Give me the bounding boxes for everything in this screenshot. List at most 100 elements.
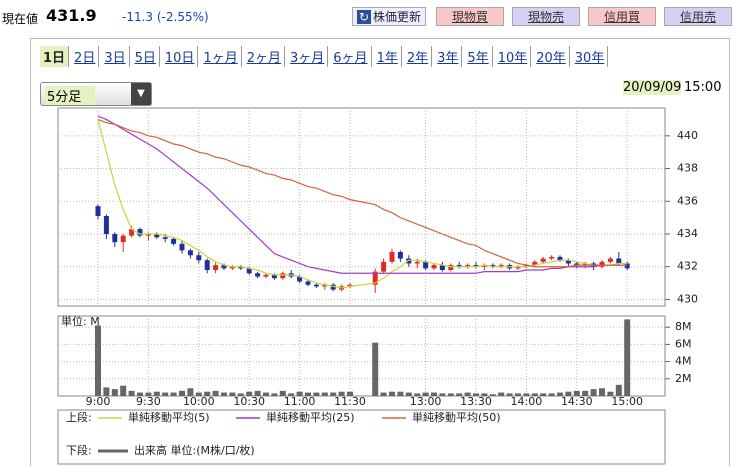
period-tab[interactable]: 5年 (464, 46, 493, 67)
price-change: -11.3 (-2.55%) (122, 10, 209, 24)
volume-bar (380, 392, 387, 396)
volume-bar (431, 392, 437, 396)
volume-bar (481, 393, 488, 396)
period-tab[interactable]: 1ヶ月 (200, 46, 242, 67)
candle-body (297, 276, 303, 282)
candle-body (255, 273, 261, 277)
volume-bar (464, 392, 471, 396)
legend-label: 単純移動平均(5) (128, 410, 210, 424)
volume-bar (347, 391, 353, 396)
x-tick-label: 9:00 (86, 395, 111, 408)
candle-body (112, 234, 118, 243)
candle-body (381, 261, 387, 272)
unit-label: 単位: M (61, 314, 100, 328)
volume-bar (338, 391, 345, 396)
y-tick-label: 434 (677, 227, 698, 240)
period-tab[interactable]: 2ヶ月 (244, 46, 285, 67)
period-tab[interactable]: 2年 (404, 46, 433, 67)
period-tab[interactable]: 30年 (572, 46, 609, 67)
candle-body (213, 265, 219, 270)
legend-label: 出来高 単位:(M株/口/枚) (134, 443, 255, 457)
candle-body (389, 252, 395, 262)
candle-body (305, 281, 311, 285)
x-tick-label: 9:30 (136, 395, 161, 408)
candle-body (103, 216, 109, 234)
candle-body (439, 265, 445, 270)
candle-body (229, 266, 235, 269)
candle-body (95, 206, 101, 216)
x-tick-label: 13:00 (410, 395, 442, 408)
x-tick-label: 14:00 (511, 395, 543, 408)
period-tab[interactable]: 5日 (132, 46, 160, 67)
period-tab[interactable]: 2日 (71, 46, 100, 67)
trade-button[interactable]: 信用売 (664, 7, 732, 26)
volume-bar (582, 390, 589, 396)
candle-body (624, 263, 630, 269)
period-tab[interactable]: 10年 (495, 46, 532, 67)
legend-heading: 上段: (66, 410, 92, 424)
trade-button[interactable]: 現物買 (436, 7, 504, 26)
volume-bar (515, 393, 521, 396)
candle-body (616, 258, 622, 264)
moving-average-line (97, 118, 628, 268)
volume-bar (263, 392, 269, 396)
volume-bar (128, 390, 135, 396)
candle-body (406, 258, 412, 264)
candle-body (414, 261, 420, 264)
volume-bar (212, 390, 219, 396)
volume-bar (204, 391, 211, 396)
candle-body (330, 284, 336, 290)
volume-bar (498, 392, 505, 396)
period-tab[interactable]: 3日 (101, 46, 130, 67)
x-tick-label: 11:00 (284, 395, 316, 408)
volume-bar (599, 388, 605, 396)
interval-select[interactable]: 5分足 ▼ (40, 82, 152, 106)
date: 20/09/09 (623, 80, 682, 95)
time: 15:00 (684, 80, 722, 95)
volume-bar (246, 391, 253, 396)
volume-bar (111, 389, 118, 396)
period-tab[interactable]: 3ヶ月 (287, 46, 329, 67)
legend-box (57, 409, 666, 465)
volume-bar (531, 393, 538, 396)
candle-body (565, 260, 571, 264)
period-tab[interactable]: 1日 (40, 46, 70, 67)
moving-average-line (97, 119, 628, 289)
candle-body (322, 284, 328, 287)
volume-bar (389, 391, 395, 396)
period-tab[interactable]: 3年 (434, 46, 463, 67)
candle-body (162, 237, 168, 239)
period-tab[interactable]: 20年 (533, 46, 570, 67)
legend-heading: 下段: (66, 443, 92, 457)
refresh-button[interactable]: ↻ 株価更新 (352, 7, 426, 26)
volume-bar (615, 384, 622, 396)
volume-bar (305, 392, 311, 396)
volume-bar (153, 391, 160, 396)
y-tick-label: 440 (677, 129, 698, 142)
volume-bar (237, 393, 244, 396)
candle-body (187, 250, 193, 256)
period-tab[interactable]: 6ヶ月 (330, 46, 372, 67)
trade-button[interactable]: 信用買 (588, 7, 656, 26)
period-tab[interactable]: 1年 (374, 46, 402, 67)
candle-body (599, 261, 605, 267)
volume-bar (506, 393, 513, 396)
candle-body (540, 258, 546, 262)
candle-body (347, 284, 353, 287)
candle-body (549, 256, 555, 259)
candle-body (481, 265, 487, 267)
volume-bar (422, 392, 429, 396)
period-tab[interactable]: 10日 (162, 46, 199, 67)
candle-body (473, 265, 479, 267)
trade-button[interactable]: 現物売 (512, 7, 580, 26)
x-tick-label: 13:30 (460, 395, 492, 408)
y-tick-label: 2M (675, 372, 692, 385)
volume-bar (279, 390, 286, 396)
candle-body (582, 263, 588, 266)
plot-frame (57, 315, 666, 397)
price-label: 現在値 (2, 12, 39, 26)
candle-body (129, 229, 135, 236)
volume-bar (137, 392, 143, 396)
candle-body (313, 284, 319, 287)
